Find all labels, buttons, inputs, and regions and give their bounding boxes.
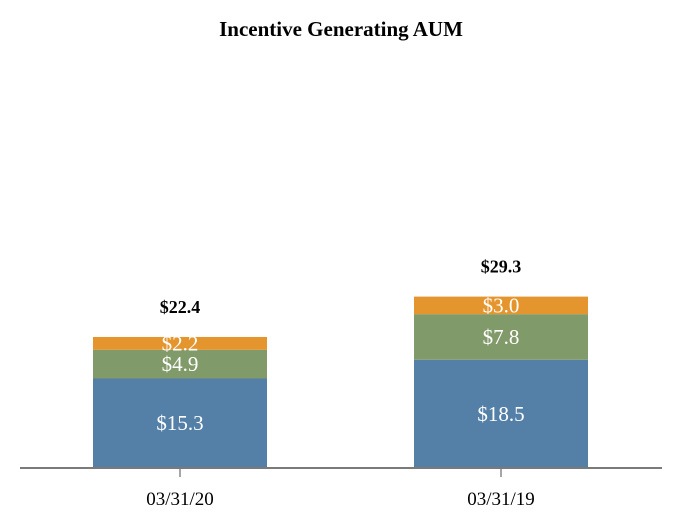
bar-segment: [93, 349, 267, 379]
data-label: $7.8: [483, 325, 520, 349]
data-label: $4.9: [162, 352, 199, 376]
bar-segment: [93, 336, 267, 350]
bar-segment: [414, 296, 588, 315]
bar-segment: [414, 359, 588, 468]
total-label: $22.4: [160, 297, 201, 317]
x-tick-label: 03/31/19: [467, 489, 535, 510]
data-label: $15.3: [156, 411, 203, 435]
chart-title: Incentive Generating AUM: [219, 17, 463, 41]
total-label: $29.3: [481, 257, 522, 277]
x-tick-label: 03/31/20: [146, 489, 214, 510]
bar-segment: [93, 378, 267, 468]
data-label: $2.2: [162, 331, 199, 355]
data-label: $3.0: [483, 293, 520, 317]
bar-segment: [414, 314, 588, 360]
data-label: $18.5: [477, 402, 524, 426]
